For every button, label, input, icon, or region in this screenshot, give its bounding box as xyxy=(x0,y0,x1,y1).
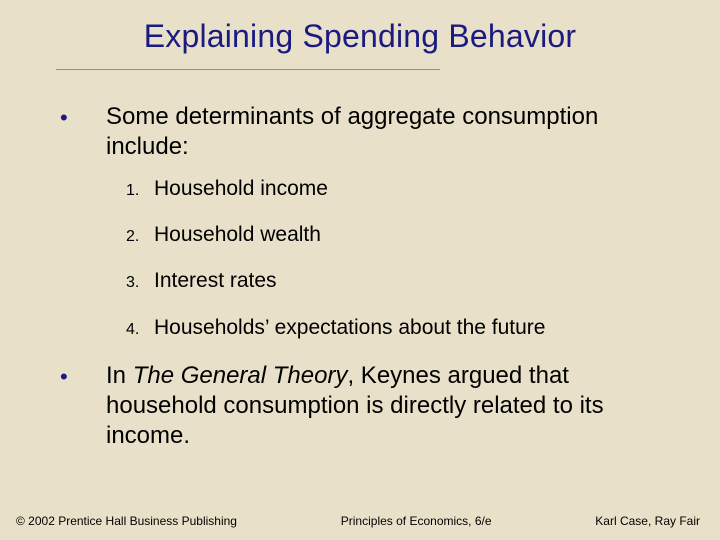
list-text: Household wealth xyxy=(154,222,321,247)
title-underline xyxy=(56,69,440,70)
slide-content: • Some determinants of aggregate consump… xyxy=(50,82,670,451)
bullet-marker-icon: • xyxy=(60,102,106,132)
numbered-list: 1. Household income 2. Household wealth … xyxy=(60,176,670,340)
list-item: 1. Household income xyxy=(126,176,670,201)
list-marker: 4. xyxy=(126,321,154,339)
slide: Explaining Spending Behavior • Some dete… xyxy=(0,0,720,540)
bullet-item: • Some determinants of aggregate consump… xyxy=(60,102,670,162)
footer-copyright: © 2002 Prentice Hall Business Publishing xyxy=(16,514,237,528)
text-run: In xyxy=(106,362,133,389)
list-marker: 1. xyxy=(126,182,154,200)
list-item: 3. Interest rates xyxy=(126,268,670,293)
italic-text: The General Theory xyxy=(133,362,348,389)
list-text: Interest rates xyxy=(154,268,277,293)
slide-footer: © 2002 Prentice Hall Business Publishing… xyxy=(0,514,720,528)
bullet-item: • In The General Theory, Keynes argued t… xyxy=(60,361,670,451)
footer-book-title: Principles of Economics, 6/e xyxy=(341,514,492,528)
list-marker: 3. xyxy=(126,274,154,292)
bullet-text: Some determinants of aggregate consumpti… xyxy=(106,102,670,162)
title-block: Explaining Spending Behavior xyxy=(50,18,670,70)
list-text: Households’ expectations about the futur… xyxy=(154,315,545,340)
bullet-marker-icon: • xyxy=(60,361,106,391)
list-marker: 2. xyxy=(126,228,154,246)
list-item: 2. Household wealth xyxy=(126,222,670,247)
bullet-text: In The General Theory, Keynes argued tha… xyxy=(106,361,670,451)
list-text: Household income xyxy=(154,176,328,201)
footer-authors: Karl Case, Ray Fair xyxy=(595,514,700,528)
slide-title: Explaining Spending Behavior xyxy=(50,18,670,69)
list-item: 4. Households’ expectations about the fu… xyxy=(126,315,670,340)
